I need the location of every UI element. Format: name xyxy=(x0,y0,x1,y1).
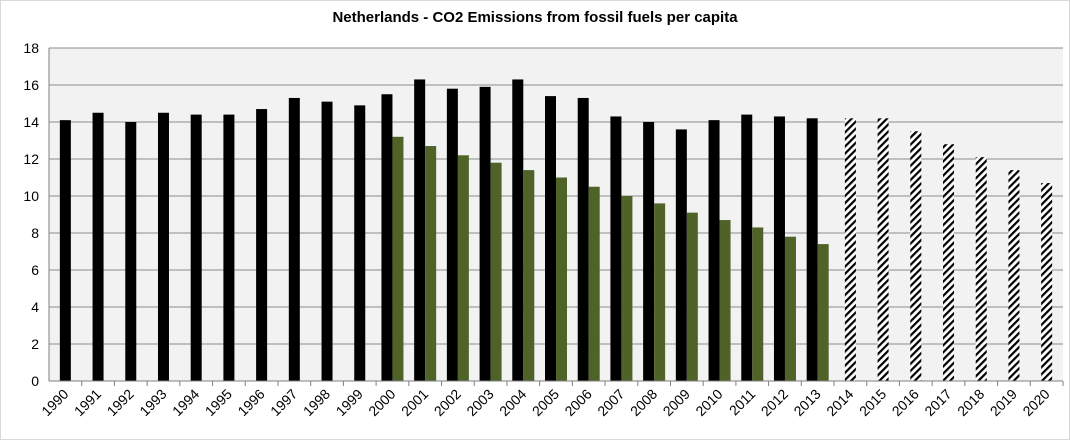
bar-projection-2017 xyxy=(943,144,955,381)
x-tick-label: 2010 xyxy=(692,386,725,419)
x-tick-label: 2015 xyxy=(856,386,889,419)
x-tick-label: 2008 xyxy=(627,386,660,419)
x-tick-label: 2013 xyxy=(790,386,823,419)
bar-total-2009 xyxy=(675,129,687,381)
bar-green-2012 xyxy=(784,236,796,381)
bar-green-2009 xyxy=(686,212,698,381)
x-tick-label: 1997 xyxy=(267,386,300,419)
bar-total-1998 xyxy=(321,101,333,382)
x-tick-label: 1990 xyxy=(38,386,71,419)
x-tick-label: 1991 xyxy=(71,386,104,419)
y-tick-label: 18 xyxy=(23,40,39,56)
bar-green-2001 xyxy=(425,146,437,381)
x-tick-label: 1992 xyxy=(104,386,137,419)
y-tick-label: 12 xyxy=(23,151,39,167)
bar-projection-2019 xyxy=(1008,170,1020,381)
x-tick-label: 1998 xyxy=(300,386,333,419)
y-tick-label: 2 xyxy=(31,336,39,352)
y-tick-label: 8 xyxy=(31,225,39,241)
y-tick-label: 16 xyxy=(23,77,39,93)
bar-projection-2016 xyxy=(910,131,922,381)
bar-total-2012 xyxy=(773,116,785,381)
bar-total-2006 xyxy=(577,97,589,381)
x-tick-label: 2009 xyxy=(660,386,693,419)
bar-green-2005 xyxy=(556,177,567,381)
bar-projection-2020 xyxy=(1041,183,1053,381)
x-tick-label: 2003 xyxy=(463,386,496,419)
bar-green-2006 xyxy=(588,186,600,381)
bar-projection-2018 xyxy=(975,157,987,381)
x-tick-label: 2005 xyxy=(529,386,562,419)
bar-total-2000 xyxy=(381,94,393,381)
bar-projection-2014 xyxy=(844,118,856,382)
y-tick-label: 4 xyxy=(31,299,39,315)
bar-total-2008 xyxy=(643,122,655,381)
bar-green-2003 xyxy=(490,162,502,381)
bar-total-2013 xyxy=(806,118,818,382)
x-tick-label: 2002 xyxy=(431,386,464,419)
x-tick-label: 2019 xyxy=(987,386,1020,419)
bar-total-1999 xyxy=(354,105,366,381)
y-tick-label: 6 xyxy=(31,262,39,278)
x-tick-label: 2011 xyxy=(726,386,759,419)
bar-total-1991 xyxy=(92,112,104,381)
bar-total-1997 xyxy=(288,97,300,381)
bar-green-2007 xyxy=(621,196,633,381)
bar-total-1992 xyxy=(125,122,137,381)
x-tick-label: 2012 xyxy=(758,386,791,419)
bar-green-2004 xyxy=(523,170,535,381)
bar-green-2008 xyxy=(654,203,666,381)
x-tick-label: 2016 xyxy=(889,386,922,419)
bar-total-2001 xyxy=(414,79,426,381)
bar-total-2007 xyxy=(610,116,622,381)
x-tick-label: 1995 xyxy=(202,386,235,419)
x-tick-label: 2020 xyxy=(1019,386,1052,419)
bar-total-2004 xyxy=(512,79,524,381)
x-tick-label: 1993 xyxy=(136,386,169,419)
bar-total-2003 xyxy=(479,86,491,381)
x-tick-label: 2014 xyxy=(823,386,856,419)
x-tick-label: 1999 xyxy=(333,386,366,419)
x-tick-label: 1996 xyxy=(234,386,267,419)
bar-total-2005 xyxy=(545,96,556,381)
bar-total-1990 xyxy=(59,120,71,382)
x-tick-label: 2001 xyxy=(398,386,431,419)
bar-total-1993 xyxy=(157,112,169,381)
bar-green-2010 xyxy=(719,220,731,381)
bar-total-2010 xyxy=(708,120,720,382)
bar-total-1994 xyxy=(190,114,202,381)
bar-green-2013 xyxy=(817,244,829,381)
y-tick-label: 10 xyxy=(23,188,39,204)
y-tick-label: 14 xyxy=(23,114,39,130)
bar-projection-2015 xyxy=(877,118,889,382)
x-tick-label: 2000 xyxy=(365,386,398,419)
bar-total-2002 xyxy=(446,88,458,381)
bar-total-1996 xyxy=(256,109,268,382)
x-tick-label: 2018 xyxy=(954,386,987,419)
x-tick-label: 2004 xyxy=(496,386,529,419)
x-tick-label: 2017 xyxy=(921,386,954,419)
bar-green-2002 xyxy=(457,155,469,381)
x-tick-label: 1994 xyxy=(169,386,202,419)
x-tick-label: 2007 xyxy=(594,386,627,419)
bar-total-2011 xyxy=(741,114,753,381)
bar-total-1995 xyxy=(223,114,235,381)
x-tick-label: 2006 xyxy=(561,386,594,419)
bar-green-2011 xyxy=(752,227,764,381)
chart-title: Netherlands - CO2 Emissions from fossil … xyxy=(332,9,738,26)
y-tick-label: 0 xyxy=(31,373,39,389)
bar-green-2000 xyxy=(392,136,404,381)
